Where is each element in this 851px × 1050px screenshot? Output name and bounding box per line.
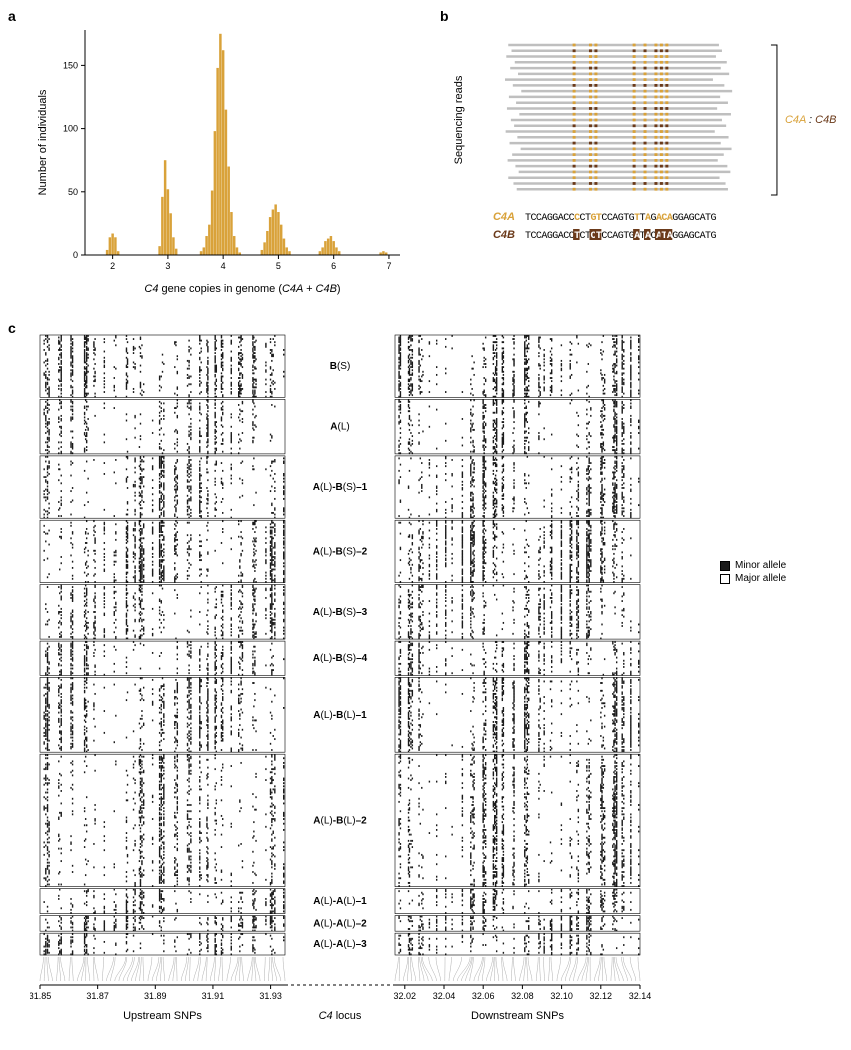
svg-text:Sequencing reads: Sequencing reads: [453, 75, 465, 164]
svg-text:2: 2: [110, 261, 115, 271]
panel-c-haplotype-matrix: B(S)A(L)A(L)-B(S)–1A(L)-B(S)–2A(L)-B(S)–…: [30, 330, 710, 1030]
svg-text:C4A: C4A: [493, 211, 515, 223]
svg-text:5: 5: [276, 261, 281, 271]
svg-text:B(S): B(S): [330, 361, 351, 372]
svg-text:0: 0: [73, 250, 78, 260]
svg-text:50: 50: [68, 187, 78, 197]
panel-b-label: b: [440, 8, 449, 24]
svg-text:G: G: [711, 231, 717, 242]
svg-text:G: G: [711, 213, 717, 224]
svg-text:C4B: C4B: [493, 229, 515, 241]
panel-a-label: a: [8, 8, 16, 24]
svg-text:6: 6: [331, 261, 336, 271]
major-allele-swatch: [720, 574, 730, 584]
panel-b-reads: C4A : C4BSequencing readsC4AC4BTTCCCCAAG…: [450, 40, 840, 270]
svg-text:C4 gene copies in genome (C4A: C4 gene copies in genome (C4A + C4B): [144, 283, 340, 295]
svg-text:C4A : C4B: C4A : C4B: [785, 114, 837, 126]
svg-text:Number of individuals: Number of individuals: [37, 89, 49, 195]
major-allele-text: Major allele: [735, 573, 786, 584]
minor-allele-swatch: [720, 561, 730, 571]
svg-text:7: 7: [386, 261, 391, 271]
panel-a-histogram: 0 50 100 150 2 3 4 5 6 7 C4 gene copies in genome …: [30, 20, 410, 300]
svg-text:A(L)-B(S)–1: A(L)-B(S)–1: [313, 482, 368, 493]
svg-text:4: 4: [221, 261, 226, 271]
svg-text:3: 3: [165, 261, 170, 271]
panel-c-legend: Minor allele Major allele: [720, 560, 786, 586]
svg-text:100: 100: [63, 124, 78, 134]
minor-allele-text: Minor allele: [735, 560, 786, 571]
svg-text:A(L): A(L): [330, 422, 349, 433]
panel-c-label: c: [8, 320, 16, 336]
svg-text:150: 150: [63, 60, 78, 70]
